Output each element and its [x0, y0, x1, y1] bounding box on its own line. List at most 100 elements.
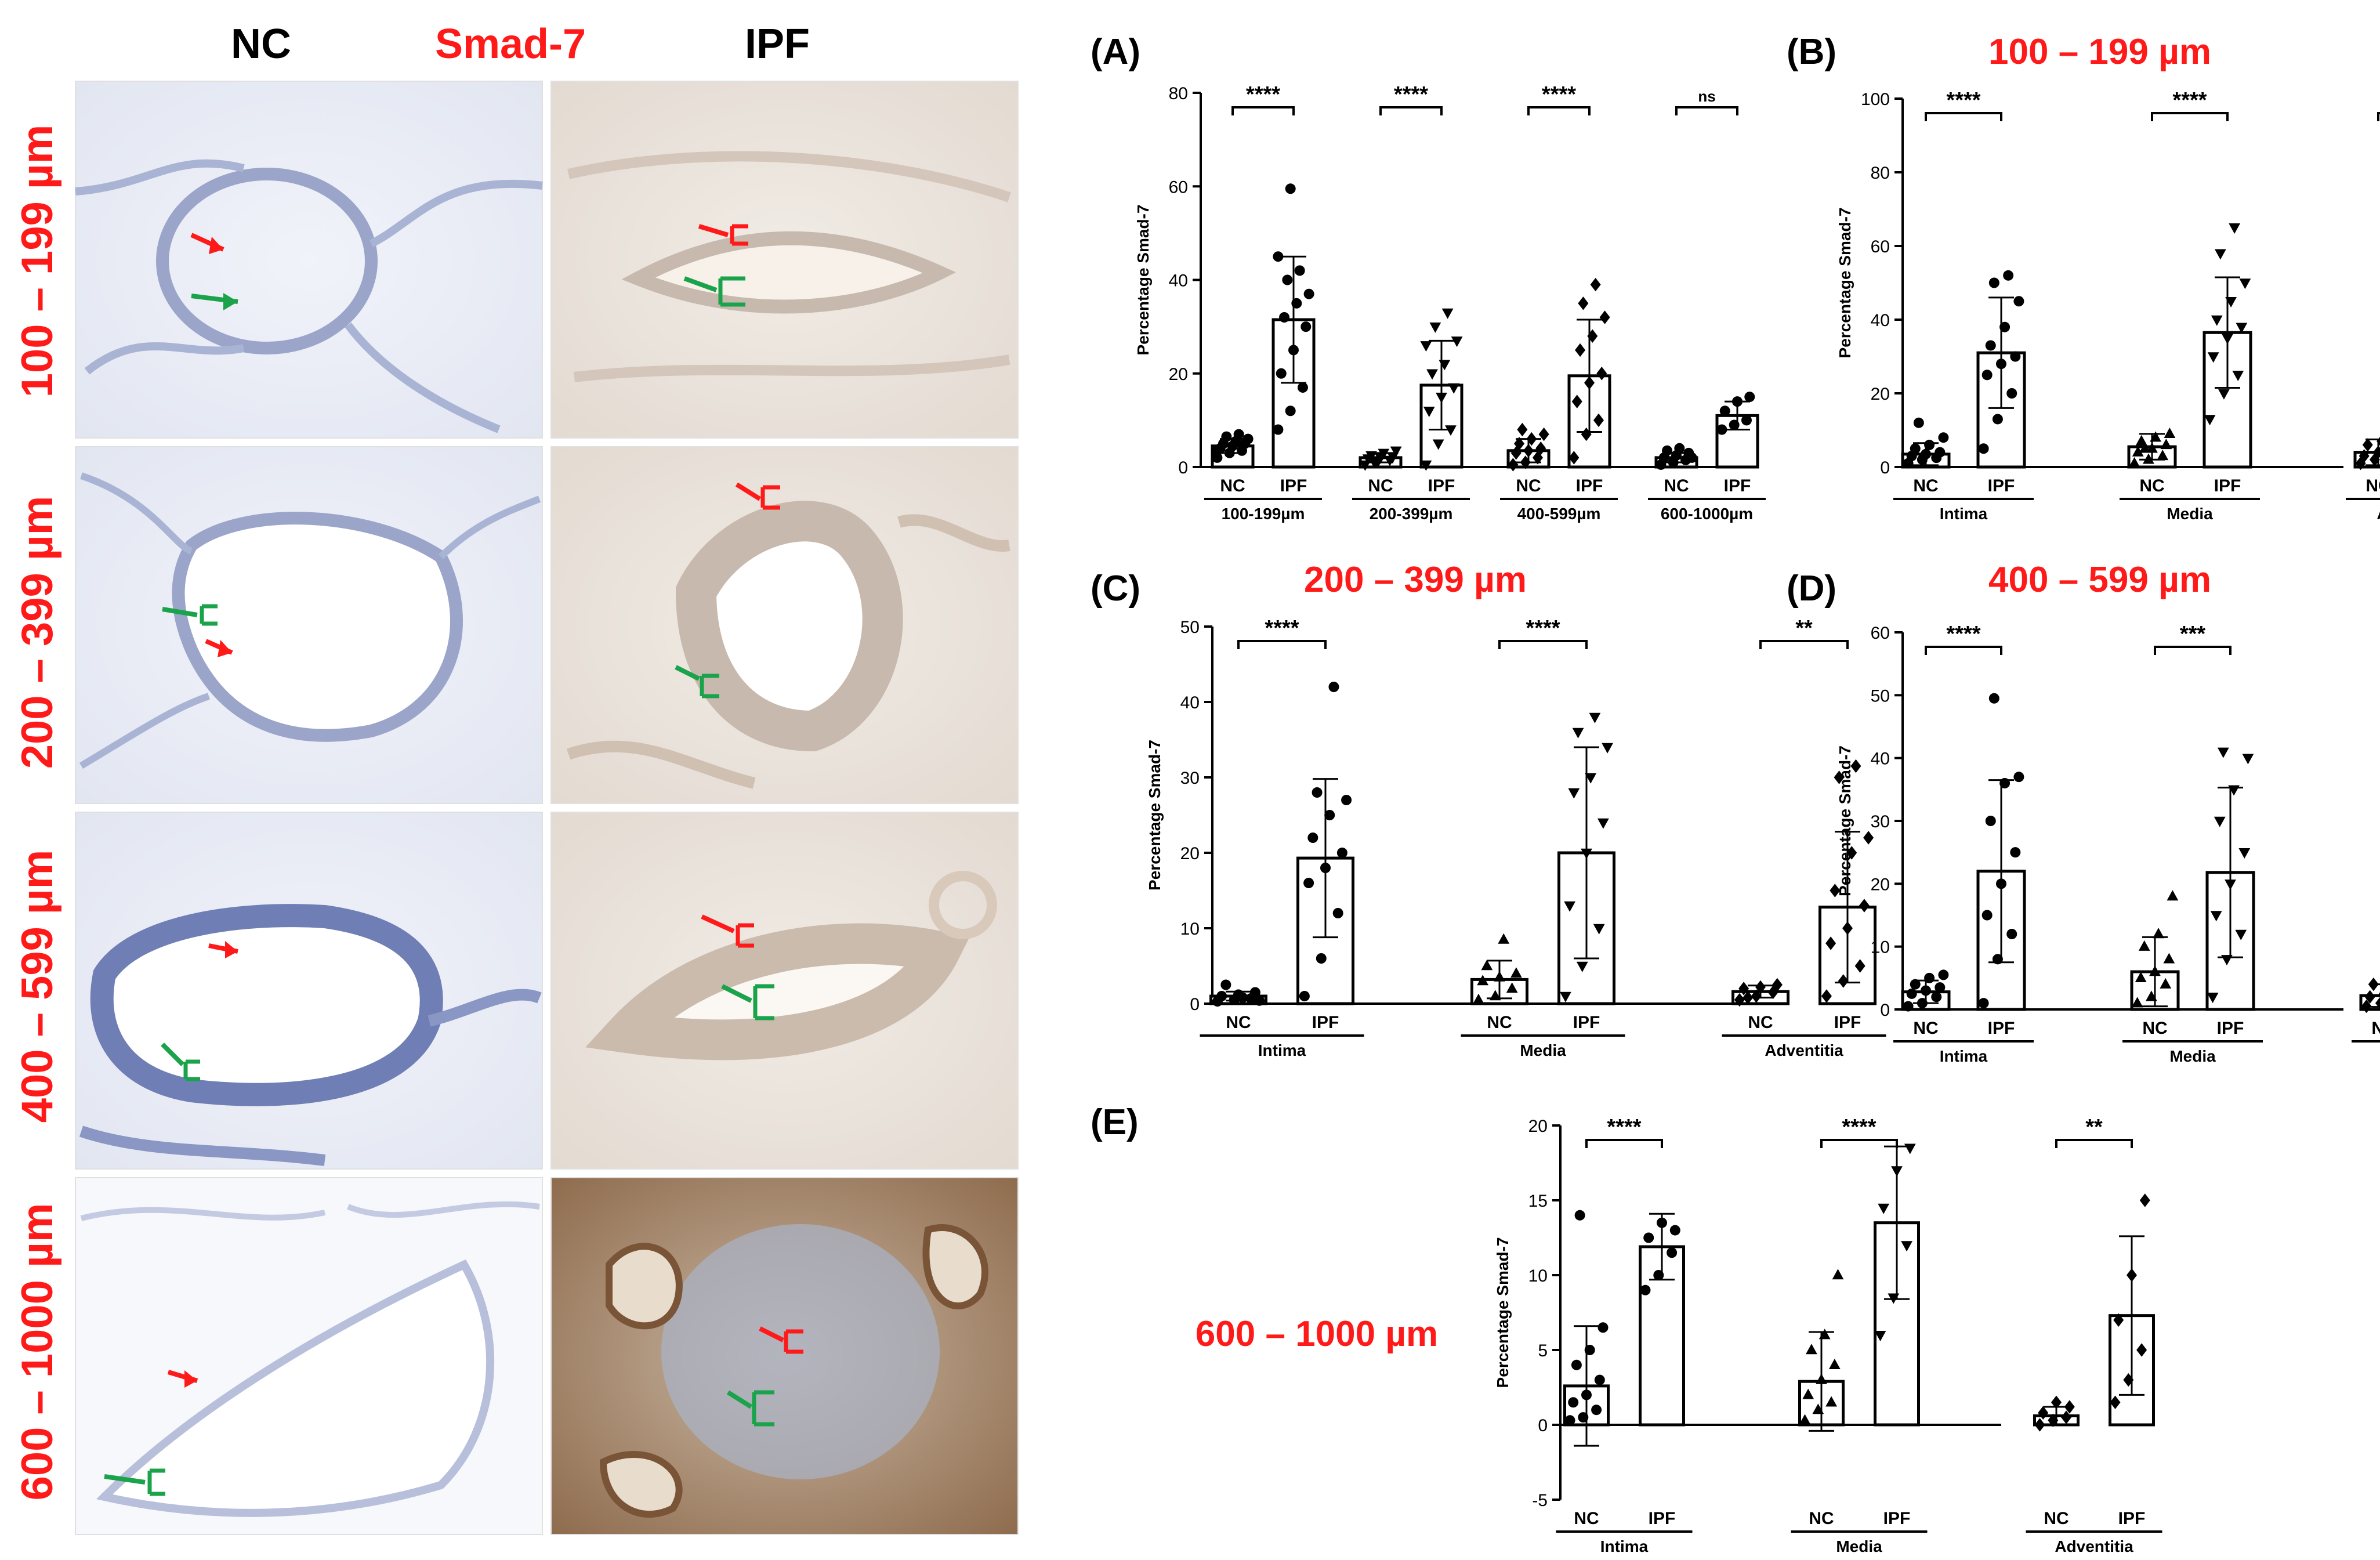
data-point [1999, 321, 2010, 332]
category-label: NC [1809, 1509, 1834, 1528]
y-tick-label: 30 [1871, 812, 1890, 831]
data-point [2210, 911, 2222, 922]
group-label: Media [2169, 1047, 2216, 1065]
group-label: Adventitia [1765, 1041, 1843, 1059]
data-point [1599, 310, 1610, 324]
data-point [1593, 924, 1605, 935]
data-point [1324, 810, 1335, 820]
data-point [1538, 427, 1549, 441]
data-point [1581, 1389, 1592, 1400]
data-point [1276, 368, 1287, 379]
data-point [1279, 312, 1290, 323]
data-point [1802, 1388, 1814, 1399]
data-point [1477, 975, 1489, 986]
data-point [2149, 965, 2161, 976]
data-point [1874, 1331, 1886, 1341]
data-point [1921, 985, 1931, 996]
data-point [2150, 431, 2161, 442]
data-point [2217, 747, 2229, 758]
data-point [1520, 455, 1531, 469]
y-tick-label: 20 [1871, 875, 1890, 894]
data-point [2362, 438, 2373, 452]
data-point [2034, 1418, 2045, 1432]
y-tick-label: 40 [1871, 750, 1890, 769]
category-label: IPF [1312, 1013, 1339, 1032]
data-point [2167, 890, 2179, 901]
data-point [2235, 929, 2247, 940]
significance-label: ** [1795, 616, 1813, 640]
category-label: NC [1220, 476, 1245, 495]
column-label-ipf: IPF [745, 21, 810, 67]
y-tick-label: 60 [1169, 178, 1188, 197]
chart-panel-a: 0 20 40 60 80 Percentage Smad-7 NC IPF 100-199µm… [1134, 82, 1766, 523]
y-tick-label: 0 [1880, 1001, 1890, 1020]
data-point [2003, 270, 2014, 281]
group-label: Adventitia [2055, 1537, 2133, 1555]
data-point [1981, 370, 1993, 381]
data-point [2157, 450, 2169, 461]
data-point [1498, 933, 1510, 944]
group-label: Intima [1600, 1537, 1649, 1555]
data-point [2051, 1395, 2062, 1409]
data-point [1285, 183, 1296, 194]
data-point [1320, 863, 1331, 873]
group-label: Media [1520, 1041, 1566, 1059]
category-label: IPF [1834, 1013, 1861, 1032]
category-label: IPF [2214, 476, 2241, 495]
data-point [1436, 392, 1447, 403]
data-point [1575, 343, 1586, 357]
data-point [1571, 394, 1582, 408]
significance-bracket [1820, 1139, 1898, 1148]
y-axis-label: Percentage Smad-7 [1146, 740, 1164, 891]
category-label: NC [2044, 1509, 2069, 1528]
data-point [1821, 989, 1832, 1003]
category-label: NC [1913, 1019, 1938, 1038]
group-label: Media [1836, 1537, 1882, 1555]
category-label: NC [1664, 476, 1689, 495]
panel-subtitle-b: 100 – 199 µm [1988, 32, 2211, 72]
data-point [1535, 441, 1546, 455]
significance-label: **** [1946, 88, 1980, 113]
data-point [2163, 953, 2175, 964]
data-point [1316, 953, 1327, 964]
micrograph-grid: NC Smad-7 IPF 100 – 199 µm 200 – 399 µm … [13, 21, 1019, 1535]
data-point [1233, 429, 1244, 440]
data-point [1842, 921, 1853, 935]
data-point [1640, 1284, 1651, 1295]
data-point [1825, 936, 1836, 950]
data-point [1242, 433, 1254, 444]
y-tick-label: 40 [1169, 272, 1188, 291]
data-point [2139, 442, 2151, 453]
data-point [1938, 969, 1949, 980]
data-point [1212, 445, 1223, 456]
y-tick-label: 10 [1871, 938, 1890, 957]
data-point [1506, 982, 1518, 993]
data-point [2135, 435, 2147, 446]
significance-label: **** [1394, 82, 1428, 107]
category-label: IPF [1428, 476, 1455, 495]
data-point [1332, 908, 1343, 918]
data-point [2214, 249, 2226, 260]
category-label: NC [1574, 1509, 1599, 1528]
data-point [2153, 928, 2164, 939]
data-point [1901, 1241, 1912, 1252]
significance-label: **** [1946, 622, 1980, 646]
category-label: IPF [2217, 1019, 2244, 1038]
data-point [1307, 833, 1318, 843]
data-point [1299, 991, 1310, 1001]
data-point [1859, 899, 1870, 913]
data-point [1574, 1210, 1585, 1221]
significance-label: **** [2172, 88, 2207, 113]
data-point [1510, 967, 1522, 978]
significance-bracket [1675, 106, 1738, 115]
data-point [2138, 940, 2150, 951]
data-point [2373, 445, 2380, 459]
data-point [2128, 457, 2140, 468]
data-point [1838, 974, 1849, 988]
panel-label-b: (B) [1787, 32, 1836, 72]
data-point [1935, 447, 1946, 458]
y-tick-label: 15 [1528, 1192, 1548, 1211]
data-point [1365, 451, 1377, 462]
category-label: IPF [1883, 1509, 1911, 1528]
data-point [1420, 460, 1432, 471]
